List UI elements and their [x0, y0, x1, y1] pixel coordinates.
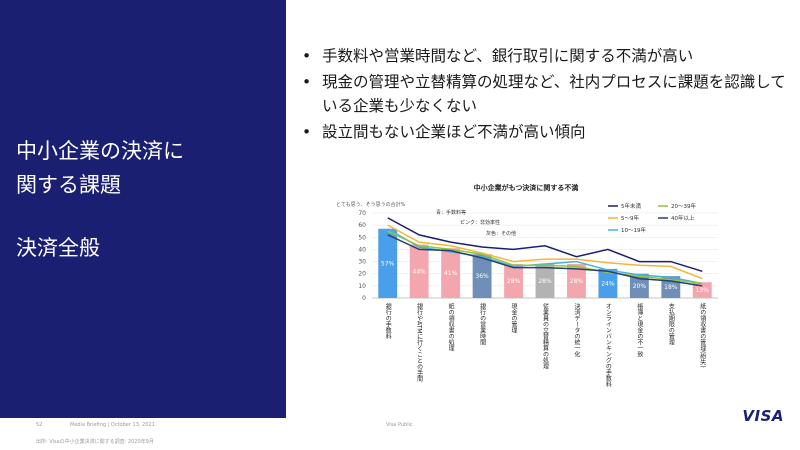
bar-value-label: 24% — [601, 280, 615, 287]
bar-value-label: 28% — [570, 278, 584, 285]
y-tick-label: 70 — [358, 210, 366, 217]
bar-value-label: 13% — [696, 287, 710, 294]
chart-title: 中小企業がもつ決済に関する不満 — [474, 183, 579, 192]
footer: 52 Media Briefing | October 13, 2021 Vis… — [0, 418, 800, 450]
section-title-line-1: 中小企業の決済に — [16, 139, 184, 163]
y-tick-label: 20 — [358, 271, 366, 278]
series-line — [387, 224, 703, 280]
bar-value-label: 36% — [475, 273, 489, 280]
legend-entry: 5年未満 — [621, 202, 641, 210]
x-tick-label: 銀行の営業時間 — [479, 302, 486, 346]
source-note: 出所: Visaの中小企業決済に関する調査: 2020年9月 — [36, 439, 154, 445]
bullet-item: 手数料や営業時間など、銀行取引に関する不満が高い — [300, 44, 790, 68]
bar-value-label: 41% — [444, 270, 458, 277]
bar — [441, 248, 461, 298]
bar — [472, 254, 492, 298]
y-tick-label: 60 — [358, 222, 366, 229]
legend-entry: 5～9年 — [621, 214, 639, 222]
x-tick-label: オンラインバンキングの手数料 — [604, 303, 611, 388]
bar — [504, 264, 523, 298]
left-panel: 中小企業の決済に 関する課題 決済全般 — [0, 0, 286, 418]
bar — [378, 228, 398, 298]
x-tick-label: 支払期限の管理 — [667, 302, 674, 345]
bar-value-label: 18% — [664, 284, 678, 291]
legend-entry: 20～39年 — [671, 202, 696, 210]
legend-entry: 10～19年 — [621, 226, 646, 234]
bar-value-label: 28% — [507, 278, 521, 285]
bar-value-label: 28% — [538, 278, 552, 285]
y-tick-label: 40 — [358, 246, 366, 253]
bar-color-legend-text: ピンク：非効率性 — [460, 219, 500, 226]
x-tick-label: 従業員の立替精算の処理 — [542, 302, 549, 369]
bullet-item: 現金の管理や立替精算の処理など、社内プロセスに課題を認識している企業も少なくない — [300, 70, 790, 118]
x-tick-label: 紙の領収書の管理(紛失) — [699, 302, 706, 367]
bullet-list: 手数料や営業時間など、銀行取引に関する不満が高い 現金の管理や立替精算の処理など… — [300, 44, 790, 146]
section-title-line-2: 関する課題 — [16, 173, 121, 197]
x-tick-label: 現金の管理 — [510, 303, 517, 333]
y-tick-label: 30 — [358, 259, 366, 266]
series-line — [387, 217, 703, 273]
y-tick-label: 50 — [358, 234, 366, 241]
x-tick-label: 帳簿と現金の不一致 — [636, 302, 643, 358]
x-tick-label: 銀行の手数料 — [384, 302, 391, 340]
bar — [567, 264, 586, 298]
briefing-text: Media Briefing | October 13, 2021 — [70, 422, 155, 428]
classification-text: Visa Public — [386, 422, 413, 428]
x-tick-label: 銀行やATMに行くことの手間 — [416, 302, 423, 382]
bar — [629, 273, 649, 298]
bar-color-legend-text: 青：手数料等 — [436, 209, 466, 216]
legend-entry: 40年以上 — [671, 214, 695, 222]
page-number: 52 — [36, 422, 43, 428]
bar — [598, 268, 618, 298]
x-tick-label: 決済データの統一化 — [573, 302, 580, 358]
bar — [692, 282, 712, 298]
bar — [535, 264, 555, 298]
bar-value-label: 44% — [413, 268, 427, 275]
y-tick-label: 0 — [362, 295, 366, 302]
y-tick-label: 10 — [358, 283, 366, 290]
section-title: 中小企業の決済に 関する課題 — [16, 134, 184, 202]
bullet-item: 設立間もない企業ほど不満が高い傾向 — [300, 120, 790, 144]
bar-value-label: 57% — [381, 260, 395, 267]
visa-logo: VISA — [742, 407, 784, 425]
series-line — [387, 230, 703, 285]
x-tick-label: 紙の領収書の処理 — [447, 302, 454, 351]
series-line — [387, 234, 703, 287]
section-subtitle: 決済全般 — [16, 236, 100, 260]
bar-color-legend-text: 灰色：その他 — [486, 230, 516, 237]
chart-container: 中小企業がもつ決済に関する不満とても思う、そう思うの合計% 0 10 20 30 40 50… — [336, 182, 726, 414]
bar-value-label: 20% — [633, 283, 647, 290]
bar — [409, 244, 429, 298]
y-axis-label: とても思う、そう思うの合計% — [336, 201, 406, 208]
